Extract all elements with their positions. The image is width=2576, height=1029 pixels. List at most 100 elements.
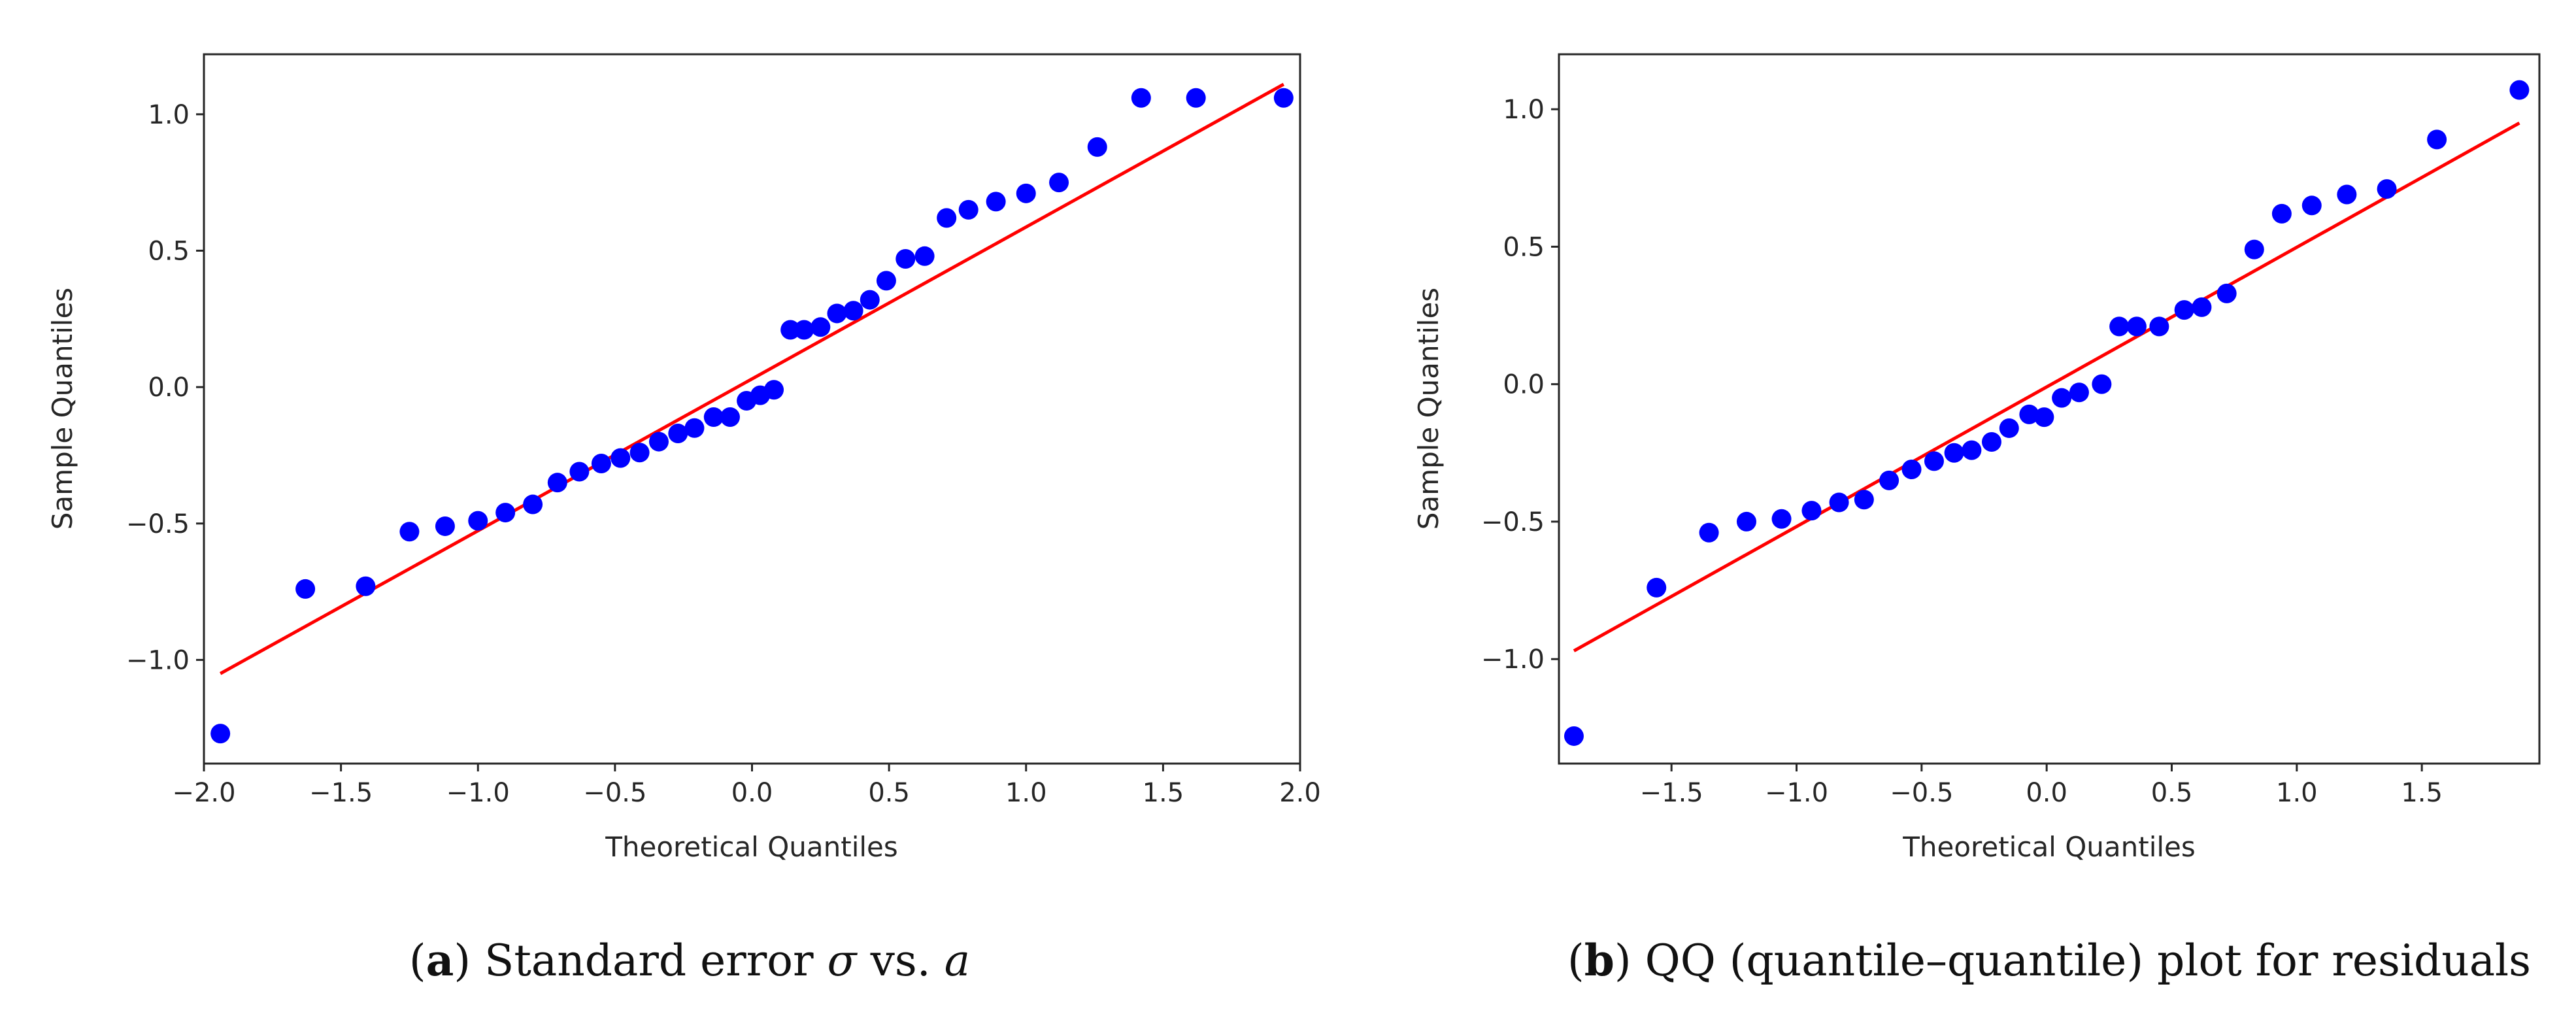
data-point-b	[1647, 577, 1667, 598]
data-point-a	[468, 511, 488, 531]
data-point-b	[2192, 297, 2212, 317]
data-point-a	[547, 473, 567, 493]
data-point-b	[2377, 179, 2397, 199]
y-axis-label-b: Sample Quantiles	[1413, 288, 1445, 530]
caption-a-label: a	[426, 935, 454, 986]
x-tick-label-a: −2.0	[172, 778, 235, 808]
y-tick-label-a: 1.0	[148, 100, 190, 130]
data-point-a	[914, 246, 935, 266]
data-point-b	[2427, 129, 2447, 150]
data-point-a	[1131, 88, 1151, 108]
data-point-a	[629, 443, 650, 463]
data-point-a	[843, 301, 863, 321]
data-point-b	[1854, 490, 1874, 510]
reference-line-segment-b	[1573, 121, 2520, 652]
reference-line-a	[219, 82, 1285, 675]
data-point-b	[2216, 283, 2237, 303]
data-point-b	[2149, 316, 2169, 337]
y-tick-label-b: 0.5	[1503, 232, 1545, 262]
data-point-b	[2244, 239, 2264, 260]
x-axis-label-b: Theoretical Quantiles	[1902, 831, 2196, 863]
data-point-b	[1736, 511, 1756, 531]
axis-ticks-a: −2.0 −1.5 −1.0 −0.5 0.0 0.5 1.0 1.5 2.0 −1.0 −0.5 0…	[126, 100, 1321, 808]
y-axis-label-a: Sample Quantiles	[46, 288, 78, 530]
x-tick-label-a: −1.5	[309, 778, 373, 808]
data-point-b	[2034, 407, 2054, 428]
data-point-a	[703, 407, 724, 428]
x-tick-label-b: −0.5	[1890, 778, 1953, 808]
caption-a-var: a	[945, 936, 970, 986]
x-tick-label-b: 0.5	[2151, 778, 2193, 808]
caption-a: (a) Standard error σ vs. a	[409, 935, 970, 986]
panel-b: −1.5 −1.0 −0.5 0.0 0.5 1.0 1.5 −1.0 −0.5 0.0 0.5 1.…	[1413, 53, 2541, 986]
data-point-b	[2052, 388, 2072, 408]
data-point-b	[1801, 501, 1822, 521]
data-point-b	[1944, 443, 1964, 463]
data-point-b	[1879, 470, 1899, 490]
x-tick-label-b: −1.5	[1640, 778, 1703, 808]
y-tick-label-a: −1.0	[126, 645, 190, 675]
data-point-a	[435, 516, 455, 536]
data-point-b	[1829, 492, 1849, 513]
data-point-a	[876, 271, 896, 291]
data-point-a	[1273, 88, 1294, 108]
data-point-a	[356, 576, 376, 596]
data-point-a	[937, 208, 957, 228]
data-point-b	[2174, 300, 2194, 320]
x-tick-label-a: 1.0	[1005, 778, 1047, 808]
data-point-b	[1981, 431, 2001, 452]
data-point-a	[1049, 173, 1069, 193]
data-point-a	[780, 320, 801, 340]
data-point-a	[895, 248, 916, 269]
data-point-b	[2092, 374, 2112, 394]
caption-a-text-mid: vs.	[857, 936, 945, 986]
x-tick-label-a: 0.0	[731, 778, 773, 808]
data-point-b	[1999, 418, 2019, 438]
reference-line-segment-a	[219, 82, 1285, 675]
points-b	[1564, 80, 2530, 746]
y-tick-label-a: 0.5	[148, 236, 190, 266]
data-point-a	[523, 494, 543, 514]
data-point-a	[1016, 183, 1036, 203]
data-point-a	[1087, 137, 1107, 157]
data-point-a	[811, 317, 831, 337]
y-tick-label-b: 0.0	[1503, 370, 1545, 400]
axis-ticks-b: −1.5 −1.0 −0.5 0.0 0.5 1.0 1.5 −1.0 −0.5 0.0 0.5 1.…	[1481, 95, 2443, 808]
reference-line-b	[1573, 121, 2520, 652]
data-point-a	[611, 448, 631, 468]
data-point-b	[2019, 404, 2039, 424]
data-point-b	[1771, 509, 1792, 529]
x-tick-label-a: −1.0	[446, 778, 510, 808]
data-point-b	[2509, 80, 2530, 100]
y-tick-label-a: 0.0	[148, 373, 190, 403]
x-tick-label-b: 1.5	[2401, 778, 2443, 808]
data-point-b	[2301, 195, 2322, 216]
caption-b-text: QQ (quantile–quantile) plot for residual…	[1631, 936, 2531, 986]
data-point-a	[295, 579, 316, 599]
data-point-a	[648, 431, 669, 452]
data-point-a	[794, 320, 814, 340]
data-point-b	[1962, 440, 1982, 460]
data-point-b	[2126, 316, 2147, 337]
x-axis-label-a: Theoretical Quantiles	[605, 831, 898, 863]
data-point-a	[1186, 88, 1206, 108]
caption-b: (b) QQ (quantile–quantile) plot for resi…	[1567, 935, 2531, 986]
panel-a: −2.0 −1.5 −1.0 −0.5 0.0 0.5 1.0 1.5 2.0 −1.0 −0.5 0…	[46, 53, 1321, 986]
data-point-a	[860, 290, 880, 310]
data-point-b	[1699, 522, 1719, 543]
plot-frame-b	[1558, 53, 2541, 765]
data-point-b	[2109, 316, 2130, 337]
x-tick-label-a: 2.0	[1279, 778, 1321, 808]
data-point-b	[1901, 460, 1922, 480]
data-point-a	[764, 380, 784, 400]
caption-a-text-before: Standard error	[471, 936, 827, 986]
y-tick-label-b: −1.0	[1481, 645, 1545, 675]
data-point-a	[720, 407, 740, 428]
data-point-a	[986, 192, 1006, 212]
data-point-a	[827, 303, 847, 324]
data-point-a	[210, 724, 231, 744]
data-point-b	[2337, 184, 2357, 205]
caption-a-sigma: σ	[828, 936, 858, 986]
data-point-a	[958, 199, 979, 220]
